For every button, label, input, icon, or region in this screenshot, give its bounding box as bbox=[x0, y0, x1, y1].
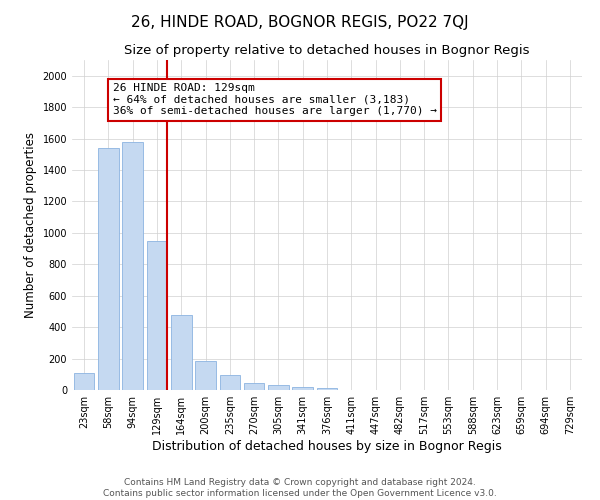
X-axis label: Distribution of detached houses by size in Bognor Regis: Distribution of detached houses by size … bbox=[152, 440, 502, 453]
Bar bbox=[292, 387, 313, 390]
Bar bbox=[98, 148, 119, 390]
Bar bbox=[317, 388, 337, 390]
Bar bbox=[146, 240, 167, 390]
Bar bbox=[171, 314, 191, 390]
Text: 26, HINDE ROAD, BOGNOR REGIS, PO22 7QJ: 26, HINDE ROAD, BOGNOR REGIS, PO22 7QJ bbox=[131, 15, 469, 30]
Text: Contains HM Land Registry data © Crown copyright and database right 2024.
Contai: Contains HM Land Registry data © Crown c… bbox=[103, 478, 497, 498]
Text: 26 HINDE ROAD: 129sqm
← 64% of detached houses are smaller (3,183)
36% of semi-d: 26 HINDE ROAD: 129sqm ← 64% of detached … bbox=[113, 83, 437, 116]
Bar bbox=[220, 375, 240, 390]
Bar bbox=[268, 386, 289, 390]
Bar bbox=[74, 372, 94, 390]
Y-axis label: Number of detached properties: Number of detached properties bbox=[24, 132, 37, 318]
Title: Size of property relative to detached houses in Bognor Regis: Size of property relative to detached ho… bbox=[124, 44, 530, 58]
Bar bbox=[244, 383, 265, 390]
Bar bbox=[195, 361, 216, 390]
Bar bbox=[122, 142, 143, 390]
